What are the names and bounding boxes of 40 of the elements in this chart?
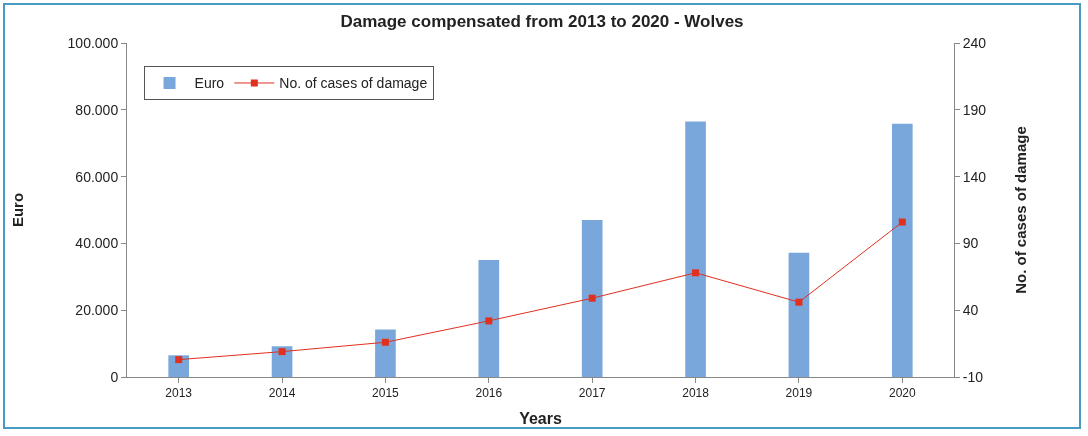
x-tick-label: 2020 xyxy=(888,386,916,401)
y2-axis-title: No. of cases of damage xyxy=(1012,126,1030,294)
y-tick-label: 40.000 xyxy=(75,235,119,252)
point xyxy=(588,294,596,302)
y2-tick-label: 190 xyxy=(962,101,987,118)
y-axis-title: Euro xyxy=(8,192,26,228)
y-tick-label: 60.000 xyxy=(75,168,119,185)
legend-label: No. of cases of damage xyxy=(279,75,428,92)
point xyxy=(692,269,700,277)
x-tick-label: 2014 xyxy=(268,386,296,401)
bar xyxy=(375,329,396,377)
y-tick-label: 100.000 xyxy=(67,34,119,51)
y2-tick-label: 90 xyxy=(962,235,979,252)
y2-tick-label: 40 xyxy=(962,302,979,319)
y2-tick-label: 140 xyxy=(962,168,987,185)
point xyxy=(278,348,286,356)
x-tick-label: 2018 xyxy=(682,386,710,401)
x-axis-title: Years xyxy=(519,410,562,427)
y-tick-label: 0 xyxy=(110,368,119,385)
point xyxy=(485,317,493,325)
y2-tick-label: 240 xyxy=(962,34,987,51)
x-tick-label: 2019 xyxy=(785,386,813,401)
legend-label: Euro xyxy=(194,75,225,92)
point xyxy=(795,298,803,306)
bar xyxy=(581,220,603,377)
bar xyxy=(891,123,913,377)
point xyxy=(381,338,389,346)
bar xyxy=(685,121,706,377)
y-tick-label: 80.000 xyxy=(75,101,119,118)
point xyxy=(898,218,906,226)
x-tick-label: 2017 xyxy=(578,386,606,401)
x-tick-label: 2016 xyxy=(475,386,503,401)
y-tick-label: 20.000 xyxy=(75,302,119,319)
chart-title: Damage compensated from 2013 to 2020 - Wolves xyxy=(340,12,744,32)
x-tick-label: 2015 xyxy=(372,386,400,401)
point xyxy=(175,356,183,364)
y2-tick-label: -10 xyxy=(962,368,984,385)
bar xyxy=(788,252,810,377)
x-tick-label: 2013 xyxy=(165,386,193,401)
bar xyxy=(478,260,500,377)
